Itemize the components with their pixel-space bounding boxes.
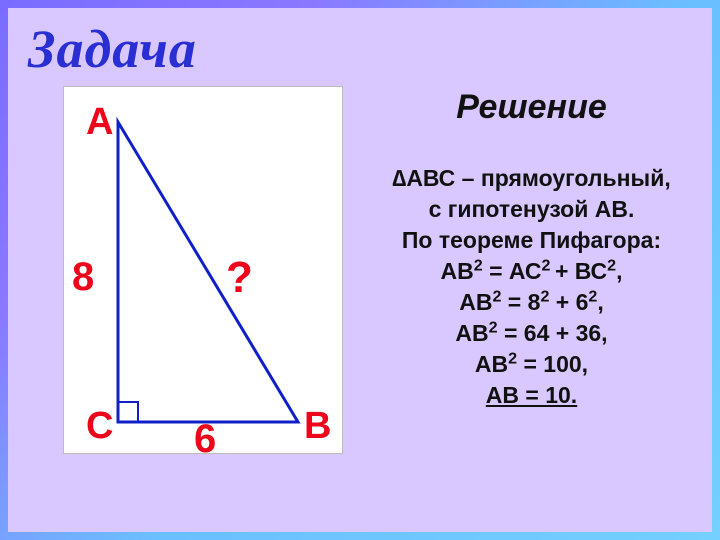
solution-block: Решение ∆АВС – прямоугольный,с гипотенуз…	[371, 86, 692, 411]
solution-line: АВ = 10.	[371, 380, 692, 411]
solution-heading: Решение	[371, 88, 692, 127]
side-label-ac: 8	[72, 255, 94, 300]
solution-line: По теореме Пифагора:	[371, 225, 692, 256]
slide-frame: Задача A C B 8 6 ? Решение ∆АВС – прямоу…	[0, 0, 720, 540]
vertex-label-a: A	[86, 101, 113, 144]
slide-body: Задача A C B 8 6 ? Решение ∆АВС – прямоу…	[8, 8, 712, 532]
solution-line: АВ2 = 100,	[371, 349, 692, 380]
vertex-label-b: B	[304, 405, 331, 448]
solution-line: АВ2 = 64 + 36,	[371, 318, 692, 349]
triangle-diagram: A C B 8 6 ?	[63, 86, 343, 454]
solution-line: АВ2 = АС2 + ВС2,	[371, 256, 692, 287]
solution-lines: ∆АВС – прямоугольный,с гипотенузой АВ.По…	[371, 163, 692, 411]
slide-title: Задача	[28, 18, 692, 80]
side-label-bc: 6	[194, 417, 216, 462]
vertex-label-c: C	[86, 405, 113, 448]
hypotenuse-unknown: ?	[226, 253, 253, 303]
solution-line: ∆АВС – прямоугольный,	[371, 163, 692, 194]
solution-line: АВ2 = 82 + 62,	[371, 287, 692, 318]
solution-line: с гипотенузой АВ.	[371, 194, 692, 225]
content-row: A C B 8 6 ? Решение ∆АВС – прямоугольный…	[28, 86, 692, 454]
